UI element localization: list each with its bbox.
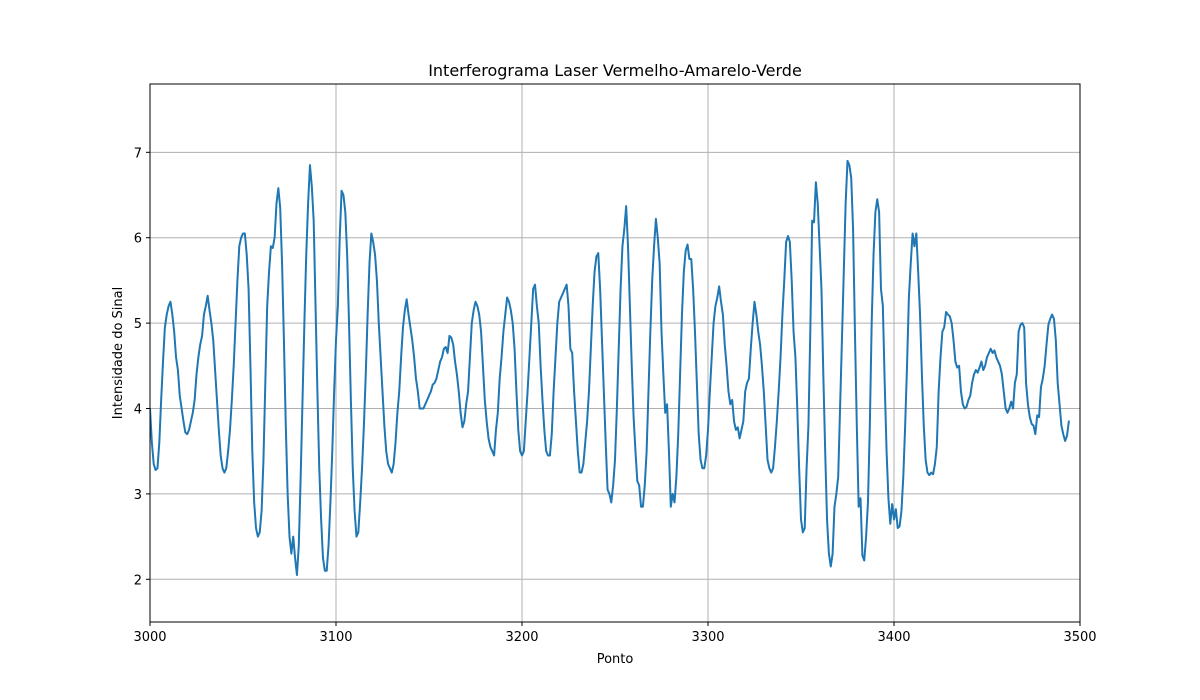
x-tick-label: 3000 (133, 630, 166, 645)
y-tick-label: 5 (134, 317, 142, 332)
x-axis-label: Ponto (597, 652, 634, 667)
y-axis-ticks: 2 3 4 5 6 7 (134, 146, 150, 588)
x-tick-label: 3400 (877, 630, 910, 645)
series-group (150, 159, 1070, 577)
y-axis-label: Intensidade do Sinal (111, 287, 126, 419)
plot-area (150, 159, 1070, 577)
series-line-0 (150, 159, 1070, 577)
x-tick-label: 3200 (505, 630, 538, 645)
x-axis-ticks: 3000 3100 3200 3300 3400 3500 (133, 622, 1097, 645)
y-tick-label: 2 (134, 573, 142, 588)
x-tick-label: 3100 (319, 630, 352, 645)
x-tick-label: 3500 (1063, 630, 1096, 645)
y-tick-label: 3 (134, 488, 142, 503)
y-tick-label: 6 (134, 232, 142, 247)
x-tick-label: 3300 (691, 630, 724, 645)
chart-title: Interferograma Laser Vermelho-Amarelo-Ve… (428, 61, 802, 80)
axes-frame (149, 83, 1081, 623)
y-tick-label: 4 (134, 403, 142, 418)
y-tick-label: 7 (134, 146, 142, 161)
